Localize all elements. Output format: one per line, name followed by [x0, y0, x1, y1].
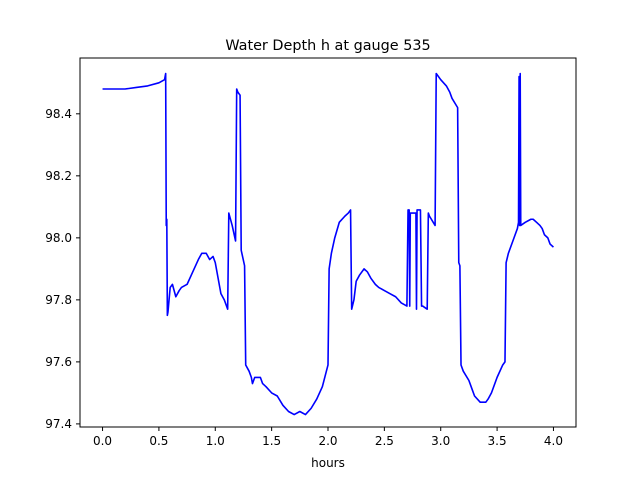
series-line-0 — [102, 72, 554, 416]
x-tick-label: 3.5 — [488, 434, 507, 448]
x-tick-label: 2.0 — [318, 434, 337, 448]
y-tick-label: 97.8 — [45, 293, 72, 307]
x-tick-label: 3.0 — [431, 434, 450, 448]
y-tick-label: 98.4 — [45, 107, 72, 121]
y-axis: 97.4 97.6 97.8 98.0 98.2 98.4 — [45, 107, 80, 431]
x-tick-label: 0.0 — [93, 434, 112, 448]
x-tick-label: 0.5 — [149, 434, 168, 448]
y-tick-label: 98.0 — [45, 231, 72, 245]
y-tick-label: 98.2 — [45, 169, 72, 183]
x-axis-label: hours — [311, 456, 345, 470]
x-axis: 0.0 0.5 1.0 1.5 2.0 2.5 3.0 3.5 4.0 — [93, 427, 563, 448]
y-tick-label: 97.4 — [45, 417, 72, 431]
chart-title: Water Depth h at gauge 535 — [225, 38, 430, 54]
plot-area — [102, 72, 554, 416]
x-tick-label: 4.0 — [544, 434, 563, 448]
x-tick-label: 1.0 — [206, 434, 225, 448]
x-tick-label: 1.5 — [262, 434, 281, 448]
x-tick-label: 2.5 — [375, 434, 394, 448]
y-tick-label: 97.6 — [45, 355, 72, 369]
